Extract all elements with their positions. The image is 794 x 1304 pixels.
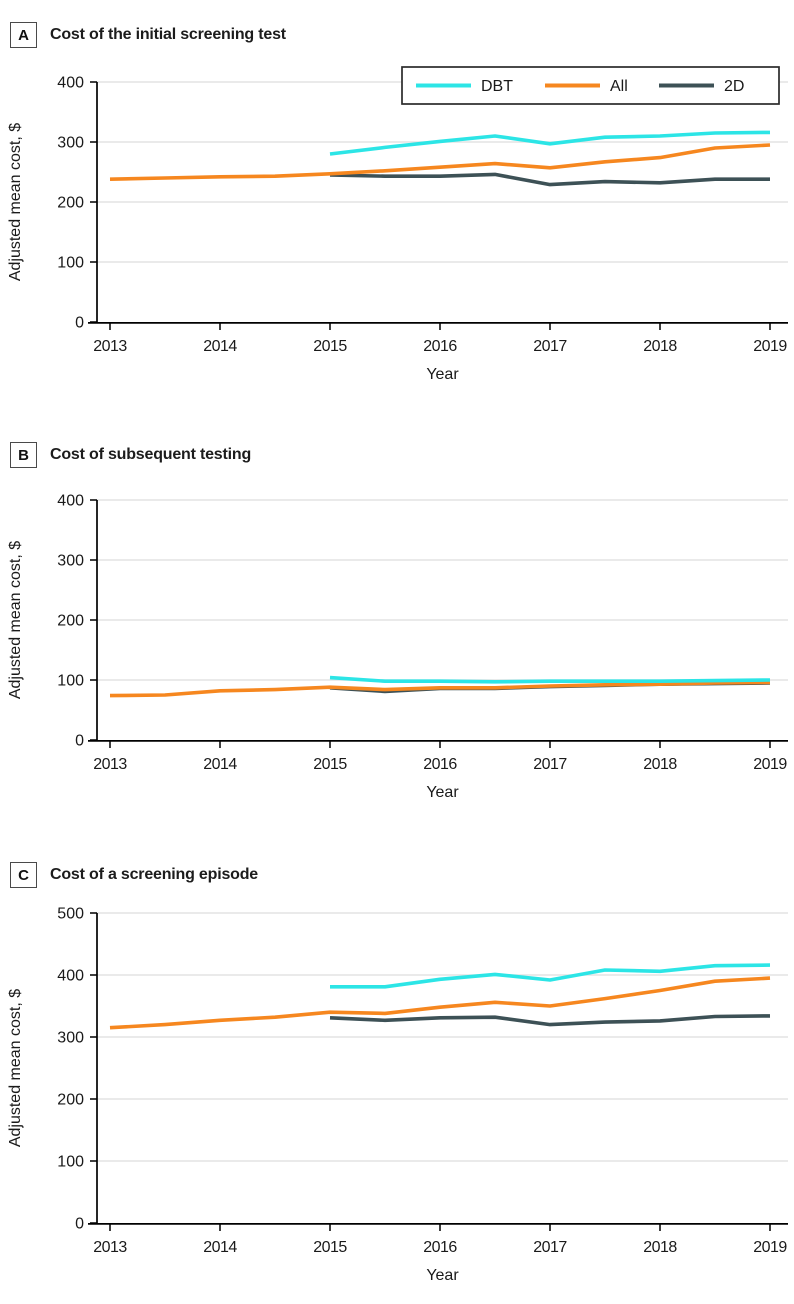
x-tick-label: 2019 xyxy=(753,338,787,355)
panel-b-header: B Cost of subsequent testing xyxy=(10,442,251,468)
series-line-2d xyxy=(329,172,770,187)
x-tick-label: 2016 xyxy=(423,1239,457,1256)
y-tick-label: 300 xyxy=(57,1030,84,1047)
x-tick-label: 2014 xyxy=(203,338,237,355)
x-tick-label: 2018 xyxy=(643,756,677,773)
panel-c-letter-badge: C xyxy=(10,862,37,888)
panel-c-title: Cost of a screening episode xyxy=(50,866,258,883)
series-line-dbt xyxy=(330,963,771,989)
x-tick-label: 2017 xyxy=(533,1239,567,1256)
legend-label-all: All xyxy=(610,78,628,95)
legend-label-2d: 2D xyxy=(724,78,744,95)
panel-a-title: Cost of the initial screening test xyxy=(50,26,286,43)
y-tick-label: 300 xyxy=(57,553,84,570)
panel-a-header: A Cost of the initial screening test xyxy=(10,22,286,48)
y-tick-label: 400 xyxy=(57,968,84,985)
y-tick-label: 400 xyxy=(57,493,84,510)
panel-a-letter-badge: A xyxy=(10,22,37,48)
x-tick-label: 2017 xyxy=(533,338,567,355)
y-tick-label: 0 xyxy=(75,733,84,750)
x-tick-label: 2013 xyxy=(93,1239,127,1256)
x-tick-label: 2016 xyxy=(423,756,457,773)
panel-b-letter-badge: B xyxy=(10,442,37,468)
x-tick-label: 2019 xyxy=(753,1239,787,1256)
x-tick-label: 2015 xyxy=(313,338,347,355)
series-line-all xyxy=(109,976,771,1030)
x-tick-label: 2018 xyxy=(643,338,677,355)
y-tick-label: 100 xyxy=(57,255,84,272)
y-tick-label: 300 xyxy=(57,135,84,152)
x-axis-title: Year xyxy=(426,1267,459,1284)
series-line-all xyxy=(109,680,771,698)
x-tick-label: 2018 xyxy=(643,1239,677,1256)
x-tick-label: 2019 xyxy=(753,756,787,773)
y-tick-label: 200 xyxy=(57,195,84,212)
y-tick-label: 200 xyxy=(57,613,84,630)
series-line-all xyxy=(109,143,771,181)
y-tick-label: 500 xyxy=(57,906,84,923)
x-tick-label: 2013 xyxy=(93,756,127,773)
y-tick-label: 400 xyxy=(57,75,84,92)
y-axis-title: Adjusted mean cost, $ xyxy=(7,989,24,1147)
x-tick-label: 2016 xyxy=(423,338,457,355)
x-axis-title: Year xyxy=(426,366,459,383)
chart-panel-b: 0 100 200 300 400 2013 2014 2015 2016 2017 2018 201… xyxy=(7,493,788,801)
y-axis-title: Adjusted mean cost, $ xyxy=(7,541,24,699)
chart-panel-a: 0 100 200 300 400 2013 2014 2015 2016 2017 2018 201… xyxy=(7,66,788,383)
x-tick-label: 2017 xyxy=(533,756,567,773)
x-tick-label: 2015 xyxy=(313,756,347,773)
panel-c-header: C Cost of a screening episode xyxy=(10,862,258,888)
series-line-2d xyxy=(329,1014,771,1027)
x-tick-label: 2015 xyxy=(313,1239,347,1256)
x-tick-label: 2013 xyxy=(93,338,127,355)
y-tick-label: 100 xyxy=(57,673,84,690)
y-tick-label: 0 xyxy=(75,315,84,332)
x-tick-label: 2014 xyxy=(203,1239,237,1256)
series-line-dbt xyxy=(329,130,771,156)
x-tick-label: 2014 xyxy=(203,756,237,773)
x-axis-title: Year xyxy=(426,784,459,801)
y-tick-label: 200 xyxy=(57,1092,84,1109)
legend-label-dbt: DBT xyxy=(481,78,513,95)
chart-panel-c: 0 100 200 300 400 500 2013 2014 2015 2016 2017 2018… xyxy=(7,906,788,1284)
panel-b-title: Cost of subsequent testing xyxy=(50,446,252,463)
y-tick-label: 100 xyxy=(57,1154,84,1171)
y-axis-title: Adjusted mean cost, $ xyxy=(7,123,24,281)
series-line-dbt xyxy=(329,675,771,684)
y-tick-label: 0 xyxy=(75,1216,84,1233)
